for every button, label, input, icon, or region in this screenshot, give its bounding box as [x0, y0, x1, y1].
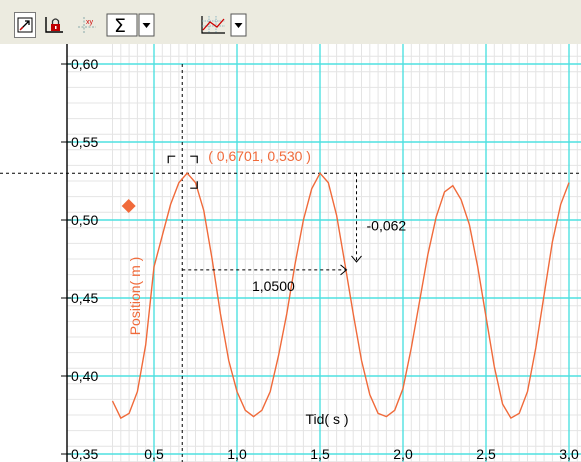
x-tick-label: 1,5 [310, 446, 330, 462]
autoscale-icon [17, 17, 33, 33]
coordinates-button[interactable]: xy [75, 12, 99, 38]
sum-icon: Σ [106, 13, 155, 37]
lock-axes-button[interactable] [42, 12, 66, 38]
position-time-graph[interactable]: 0,35 0,40 0,45 0,50 0,55 0,60 0,5 1,0 1,5 2,0 2,5 3… [0, 44, 581, 462]
y-tick-label: 0,60 [71, 56, 98, 72]
x-tick-label: 2,0 [393, 446, 413, 462]
delta-y-label: -0,062 [367, 218, 407, 234]
lock-axes-icon [45, 17, 63, 33]
x-tick-label: 3,0 [559, 446, 579, 462]
graph-options-icon [201, 13, 247, 37]
svg-text:Σ: Σ [114, 15, 126, 37]
statistics-dropdown[interactable]: Σ [106, 12, 156, 38]
y-tick-label: 0,35 [71, 446, 98, 462]
coordinates-icon: xy [78, 17, 96, 33]
series-marker [121, 198, 136, 213]
y-tick-label: 0,40 [71, 368, 98, 384]
x-tick-label: 0,5 [144, 446, 164, 462]
delta-y-arrowhead [351, 255, 362, 263]
x-axis-title: Tid( s ) [305, 411, 348, 427]
y-tick-label: 0,50 [71, 212, 98, 228]
graph-options-dropdown[interactable] [198, 12, 248, 38]
graph-toolbar: xy Σ [0, 0, 581, 44]
x-tick-label: 1,0 [227, 446, 247, 462]
y-tick-label: 0,45 [71, 290, 98, 306]
position-series-line [111, 171, 570, 420]
svg-text:xy: xy [86, 19, 94, 26]
delta-x-arrowhead [340, 264, 348, 276]
y-tick-label: 0,55 [71, 134, 98, 150]
x-tick-label: 2,5 [476, 446, 496, 462]
point-coordinate-label: ( 0,6701, 0,530 ) [208, 148, 311, 164]
selected-point-bracket [167, 155, 198, 189]
y-axis-title: Position( m ) [127, 257, 143, 336]
delta-x-label: 1,0500 [252, 278, 295, 294]
autoscale-button[interactable] [14, 12, 36, 38]
